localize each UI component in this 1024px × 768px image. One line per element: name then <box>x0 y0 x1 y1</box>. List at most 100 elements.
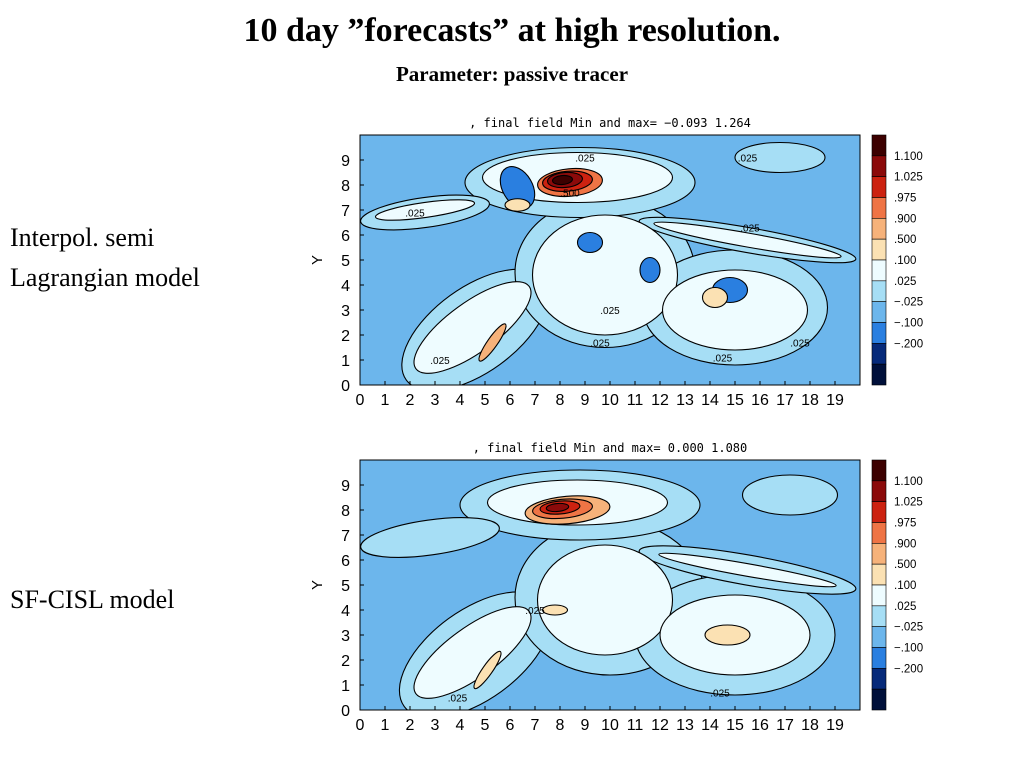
top-contour-region-15 <box>576 231 604 254</box>
bottom-x-tick-label-4: 4 <box>456 717 465 734</box>
bottom-contour-region-14 <box>541 604 569 616</box>
contour-panel-top: , final field Min and max= −0.093 1.264.… <box>300 110 940 410</box>
bottom-x-tick-label-19: 19 <box>826 717 844 734</box>
bottom-legend-level-0: 1.100 <box>894 476 923 488</box>
top-x-tick-label-3: 3 <box>431 392 440 409</box>
bottom-y-tick-label-8: 8 <box>341 503 350 520</box>
top-plot-title: , final field Min and max= −0.093 1.264 <box>469 116 751 130</box>
top-x-tick-label-4: 4 <box>456 392 465 409</box>
bottom-y-tick-label-9: 9 <box>341 478 350 495</box>
top-x-tick-label-7: 7 <box>531 392 540 409</box>
top-y-tick-label-4: 4 <box>341 278 350 295</box>
top-contour-label-7: .025 <box>790 339 810 350</box>
bottom-legend-swatch-0 <box>871 688 887 711</box>
top-y-tick-label-9: 9 <box>341 153 350 170</box>
bottom-x-tick-label-8: 8 <box>556 717 565 734</box>
top-legend-swatch-1 <box>871 343 887 365</box>
top-contour-label-3: .025 <box>405 209 425 220</box>
bottom-contour-region-4 <box>360 517 500 558</box>
model-label-bottom-line-1: SF-CISL model <box>10 585 175 614</box>
bottom-x-axis-label: X <box>605 732 615 735</box>
bottom-legend-level-3: .900 <box>894 538 916 550</box>
top-legend-swatch-4 <box>871 280 887 302</box>
top-legend-swatch-2 <box>871 322 887 344</box>
top-contour-label-5: .025 <box>600 306 620 317</box>
top-x-tick-label-8: 8 <box>556 392 565 409</box>
bottom-plot-title: , final field Min and max= 0.000 1.080 <box>473 441 748 455</box>
top-contour-region-6 <box>734 141 826 174</box>
bottom-y-tick-label-5: 5 <box>341 578 350 595</box>
top-x-tick-label-12: 12 <box>651 392 669 409</box>
bottom-y-tick-label-3: 3 <box>341 628 350 645</box>
bottom-legend-swatch-11 <box>871 459 887 482</box>
top-contour-region-23 <box>551 174 574 186</box>
bottom-legend-level-2: .975 <box>894 518 916 530</box>
bottom-x-tick-label-11: 11 <box>627 717 644 734</box>
top-contour-region-18 <box>504 198 531 212</box>
top-x-tick-label-0: 0 <box>356 392 365 409</box>
top-legend-swatch-0 <box>871 363 887 386</box>
top-x-tick-label-6: 6 <box>506 392 515 409</box>
top-y-tick-label-5: 5 <box>341 253 350 270</box>
top-x-tick-label-16: 16 <box>751 392 769 409</box>
top-y-tick-label-7: 7 <box>341 203 350 220</box>
top-y-tick-label-2: 2 <box>341 328 350 345</box>
bottom-legend-swatch-4 <box>871 605 887 627</box>
bottom-contour-region-18 <box>545 502 570 513</box>
top-contour-region-17 <box>478 323 507 362</box>
top-contour-label-9: .025 <box>713 354 733 365</box>
top-legend-level-2: .975 <box>894 193 916 205</box>
bottom-contour-region-7 <box>536 544 674 656</box>
slide-subtitle: Parameter: passive tracer <box>395 62 629 86</box>
top-legend-swatch-10 <box>871 155 887 177</box>
bottom-legend-swatch-1 <box>871 668 887 690</box>
top-legend-swatch-5 <box>871 259 887 282</box>
bottom-legend-swatch-3 <box>871 626 887 648</box>
bottom-x-tick-label-9: 9 <box>581 717 590 734</box>
bottom-x-tick-label-0: 0 <box>356 717 365 734</box>
bottom-legend-level-8: −.100 <box>894 643 923 655</box>
top-legend-level-8: −.100 <box>894 318 923 330</box>
model-label-top-line-2: Lagrangian model <box>10 263 200 292</box>
top-x-tick-label-11: 11 <box>627 392 644 409</box>
top-x-tick-label-5: 5 <box>481 392 490 409</box>
bottom-y-tick-label-2: 2 <box>341 653 350 670</box>
bottom-legend-level-9: −.200 <box>894 663 923 675</box>
top-contour-region-16 <box>639 256 661 284</box>
top-y-tick-label-6: 6 <box>341 228 350 245</box>
top-legend-level-4: .500 <box>894 234 916 246</box>
bottom-legend-level-5: .100 <box>894 580 916 592</box>
bottom-contour-label-0: .025 <box>525 606 545 617</box>
contour-panel-bottom: , final field Min and max= 0.000 1.080 .0… <box>300 435 940 735</box>
bottom-legend-swatch-10 <box>871 480 887 502</box>
bottom-contour-region-11 <box>658 552 837 588</box>
top-contour-label-0: .025 <box>575 154 595 165</box>
bottom-contour-label-1: .025 <box>448 694 468 705</box>
bottom-legend-swatch-6 <box>871 563 887 586</box>
bottom-y-tick-label-1: 1 <box>341 678 350 695</box>
top-contour-region-19 <box>701 286 729 309</box>
top-contour-label-4: .025 <box>740 224 760 235</box>
top-y-axis-label: Y <box>309 255 326 265</box>
bottom-x-tick-label-17: 17 <box>776 717 794 734</box>
bottom-legend-swatch-8 <box>871 522 887 544</box>
bottom-legend-level-4: .500 <box>894 559 916 571</box>
bottom-x-tick-label-15: 15 <box>726 717 744 734</box>
bottom-y-axis-label: Y <box>309 580 326 590</box>
top-contour-label-8: .025 <box>430 356 450 367</box>
bottom-x-tick-label-13: 13 <box>676 717 694 734</box>
bottom-y-tick-label-6: 6 <box>341 553 350 570</box>
bottom-legend-level-6: .025 <box>894 601 916 613</box>
bottom-x-tick-label-12: 12 <box>651 717 669 734</box>
bottom-legend-swatch-9 <box>871 501 887 523</box>
top-legend-swatch-3 <box>871 301 887 323</box>
bottom-x-tick-label-5: 5 <box>481 717 490 734</box>
slide-title: 10 day ”forecasts” at high resolution. <box>243 12 781 49</box>
bottom-legend-level-7: −.025 <box>894 622 923 634</box>
bottom-legend-swatch-7 <box>871 543 887 565</box>
bottom-contour-region-12 <box>704 624 751 646</box>
top-x-tick-label-9: 9 <box>581 392 590 409</box>
top-contour-region-8 <box>661 269 809 351</box>
bottom-x-tick-label-7: 7 <box>531 717 540 734</box>
top-x-tick-label-14: 14 <box>701 392 719 409</box>
